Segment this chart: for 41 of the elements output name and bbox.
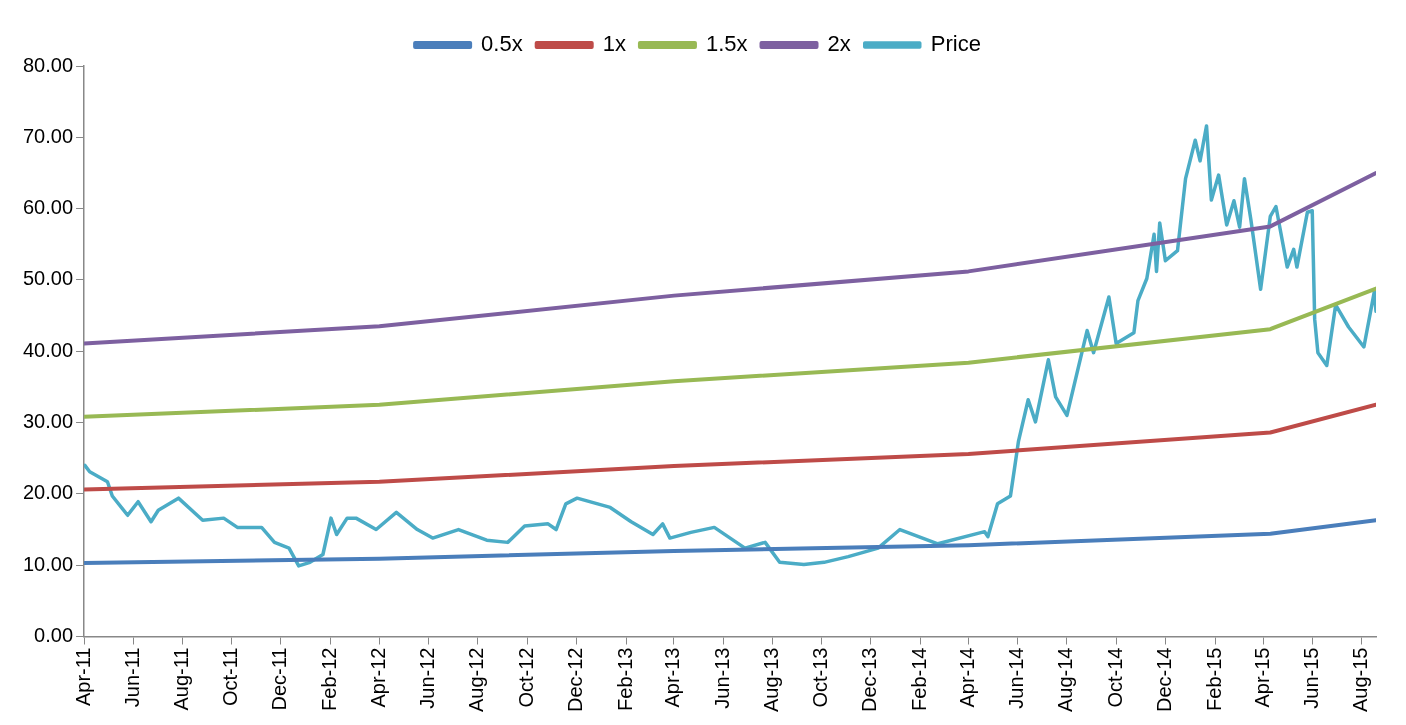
y-tick-label: 0.00: [34, 624, 74, 647]
x-tick-label: Apr-11: [71, 647, 94, 707]
y-tick-label: 50.00: [22, 267, 74, 290]
x-tick-label: Dec-13: [858, 647, 881, 712]
x-tick-label: Dec-14: [1152, 647, 1175, 712]
y-tick-label: 30.00: [22, 410, 74, 433]
x-tick-label: Oct-13: [809, 647, 832, 708]
x-tick-label: Jun-11: [120, 647, 143, 708]
x-tick-label: Feb-12: [318, 647, 341, 711]
legend-label: 1x: [602, 31, 626, 57]
x-tick-label: Dec-12: [563, 647, 586, 712]
x-tick-label: Apr-12: [366, 647, 389, 708]
x-tick-label: Aug-13: [759, 647, 782, 713]
x-tick-label: Oct-12: [514, 647, 537, 708]
x-tick-label: Jun-12: [416, 647, 439, 709]
y-tick-label: 60.00: [22, 196, 74, 219]
x-tick-label: Aug-11: [170, 647, 193, 711]
x-tick-label: Apr-14: [956, 647, 978, 708]
x-tick-label: Feb-14: [908, 647, 931, 711]
y-tick-label: 80.00: [22, 53, 74, 76]
x-tick-label: Oct-11: [219, 647, 242, 707]
x-tick-label: Dec-11: [268, 647, 291, 711]
y-tick-label: 70.00: [22, 124, 74, 147]
y-tick-label: 40.00: [22, 338, 74, 361]
x-tick-label: Jun-14: [1005, 647, 1028, 709]
legend-label: Price: [930, 31, 981, 57]
x-tick-label: Aug-12: [465, 647, 488, 713]
x-tick-label: Apr-15: [1250, 647, 1273, 708]
x-tick-label: Feb-13: [613, 647, 636, 711]
x-tick-label: Oct-14: [1103, 647, 1126, 708]
x-tick-label: Apr-13: [661, 647, 684, 708]
legend-label: 0.5x: [481, 31, 523, 57]
x-tick-label: Feb-15: [1202, 647, 1225, 711]
x-tick-label: Jun-13: [710, 647, 733, 709]
y-tick-label: 20.00: [22, 481, 74, 504]
y-tick-label: 10.00: [22, 552, 74, 575]
x-tick-label: Jun-15: [1299, 647, 1322, 709]
x-tick-label: Aug-15: [1348, 647, 1371, 713]
legend-label: 1.5x: [705, 31, 748, 57]
x-tick-label: Aug-14: [1054, 647, 1077, 713]
legend-label: 2x: [827, 31, 851, 57]
